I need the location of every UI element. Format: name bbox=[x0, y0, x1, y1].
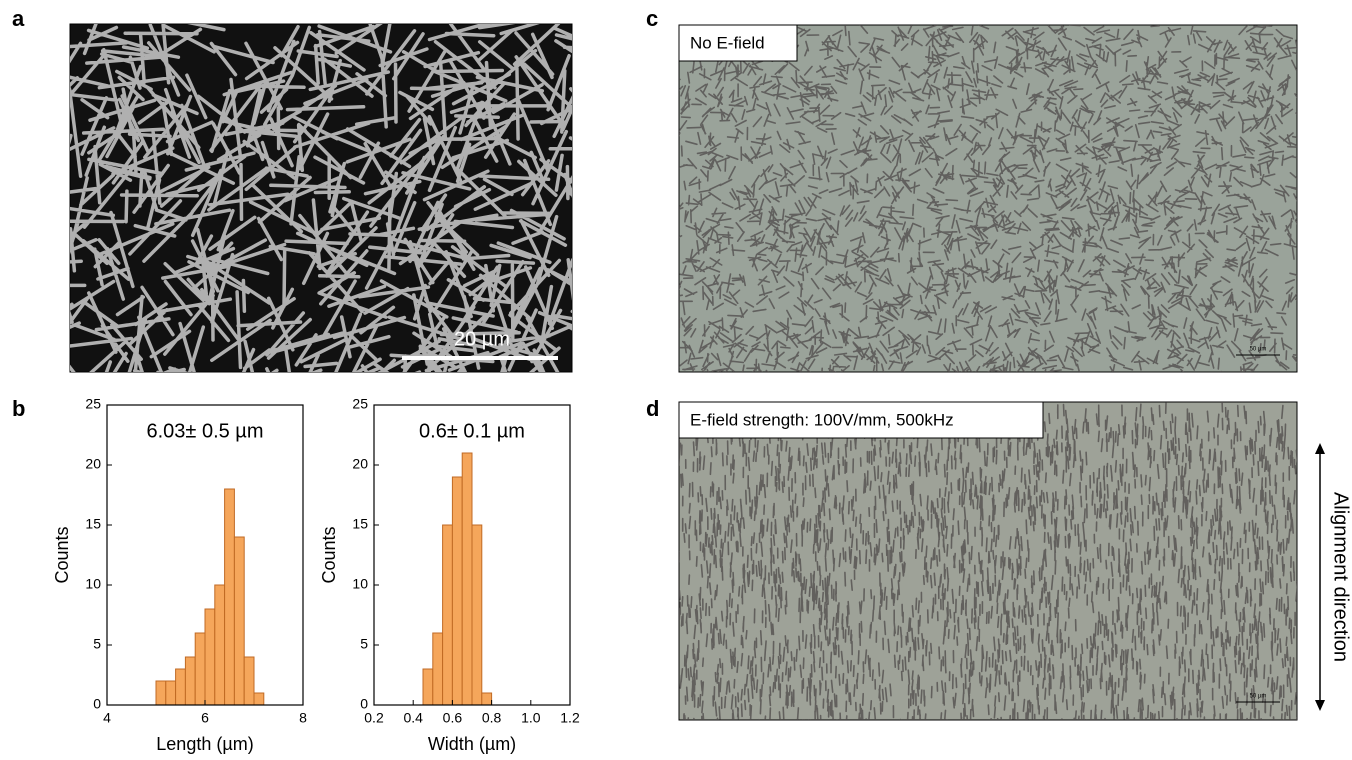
panel-label: b bbox=[12, 396, 25, 421]
bar bbox=[433, 633, 443, 705]
x-tick-label: 1.0 bbox=[521, 710, 541, 726]
bar bbox=[472, 525, 482, 705]
x-tick-label: 1.2 bbox=[560, 710, 580, 726]
y-tick-label: 5 bbox=[93, 636, 101, 652]
image-label: No E-field bbox=[690, 33, 765, 52]
y-tick-label: 0 bbox=[360, 696, 368, 712]
bar bbox=[452, 477, 462, 705]
bar bbox=[215, 585, 225, 705]
x-tick-label: 6 bbox=[201, 710, 209, 726]
scale-bar-label: 20 µm bbox=[454, 328, 510, 350]
x-tick-label: 0.4 bbox=[403, 710, 423, 726]
panel-label: c bbox=[646, 6, 658, 31]
y-axis-label: Counts bbox=[52, 526, 72, 583]
bar bbox=[185, 657, 195, 705]
y-axis-label: Counts bbox=[319, 526, 339, 583]
x-tick-label: 0.2 bbox=[364, 710, 384, 726]
image-label: E-field strength: 100V/mm, 500kHz bbox=[690, 410, 954, 429]
x-tick-label: 0.8 bbox=[482, 710, 502, 726]
y-tick-label: 15 bbox=[85, 516, 101, 532]
bar bbox=[195, 633, 205, 705]
x-axis-label: Width (µm) bbox=[428, 734, 516, 754]
bar bbox=[254, 693, 264, 705]
y-tick-label: 25 bbox=[352, 396, 368, 412]
bar bbox=[482, 693, 492, 705]
figure: a b c d 20 µm No E-field 50 µm E-field s… bbox=[0, 0, 1352, 760]
bar bbox=[462, 453, 472, 705]
bar bbox=[176, 669, 186, 705]
bar bbox=[166, 681, 176, 705]
panel-label: a bbox=[12, 6, 25, 31]
x-tick-label: 0.6 bbox=[443, 710, 463, 726]
bar bbox=[156, 681, 166, 705]
y-tick-label: 10 bbox=[352, 576, 368, 592]
bar bbox=[443, 525, 453, 705]
x-axis-label: Length (µm) bbox=[156, 734, 253, 754]
y-tick-label: 20 bbox=[85, 456, 101, 472]
y-tick-label: 20 bbox=[352, 456, 368, 472]
chart-title: 0.6± 0.1 µm bbox=[419, 420, 525, 442]
x-tick-label: 8 bbox=[299, 710, 307, 726]
y-tick-label: 5 bbox=[360, 636, 368, 652]
bar bbox=[423, 669, 433, 705]
y-tick-label: 25 bbox=[85, 396, 101, 412]
scale-bar-label: 50 µm bbox=[1250, 694, 1267, 700]
bar bbox=[244, 657, 254, 705]
panel-label: d bbox=[646, 396, 659, 421]
y-tick-label: 15 bbox=[352, 516, 368, 532]
scale-bar-label: 50 µm bbox=[1250, 347, 1267, 353]
y-tick-label: 0 bbox=[93, 696, 101, 712]
bar bbox=[205, 609, 215, 705]
bar bbox=[234, 537, 244, 705]
bar bbox=[225, 489, 235, 705]
alignment-label: Alignment direction bbox=[1330, 492, 1352, 662]
x-tick-label: 4 bbox=[103, 710, 111, 726]
chart-title: 6.03± 0.5 µm bbox=[146, 420, 263, 442]
y-tick-label: 10 bbox=[85, 576, 101, 592]
